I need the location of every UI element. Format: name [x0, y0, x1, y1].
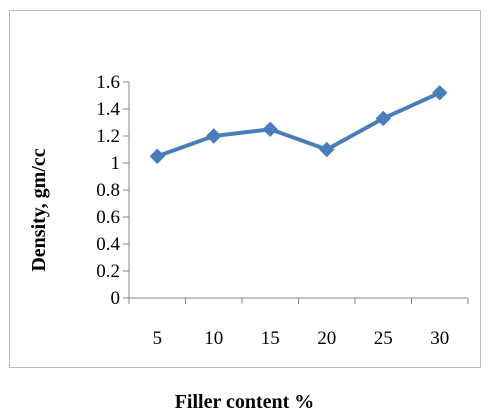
y-tick-label: 1.6	[96, 72, 120, 93]
y-tick-label: 1	[111, 153, 121, 174]
x-axis: 5 10 15 20 25 30	[128, 297, 469, 349]
data-point-marker	[375, 110, 391, 127]
x-tick-label: 15	[261, 328, 280, 349]
y-tick-label: 0.2	[96, 261, 120, 282]
x-tick-label: 30	[430, 328, 449, 349]
y-axis: 0 0.2 0.4 0.6 0.8 1 1.2 1.4 1.6	[96, 72, 130, 309]
x-axis-title: Filler content %	[174, 391, 315, 413]
x-tick-label: 5	[153, 328, 163, 349]
y-axis-title: Density, gm/cc	[28, 148, 50, 271]
series-line	[156, 90, 441, 159]
y-tick-label: 1.2	[96, 126, 120, 147]
x-tick-label: 25	[374, 328, 393, 349]
y-tick-label: 0	[111, 288, 121, 309]
y-tick-label: 1.4	[96, 99, 120, 120]
data-point-marker	[432, 85, 448, 101]
x-tick-label: 10	[204, 328, 223, 349]
y-tick-label: 0.6	[96, 207, 120, 228]
x-tick-label: 20	[317, 328, 336, 349]
data-point-marker	[206, 128, 222, 144]
y-tick-label: 0.8	[96, 180, 120, 201]
series-layer	[149, 85, 448, 164]
data-point-marker	[149, 148, 165, 164]
chart-area	[9, 10, 481, 368]
data-point-marker	[319, 141, 335, 158]
y-tick-label: 0.4	[96, 234, 120, 255]
data-point-marker	[262, 121, 278, 137]
